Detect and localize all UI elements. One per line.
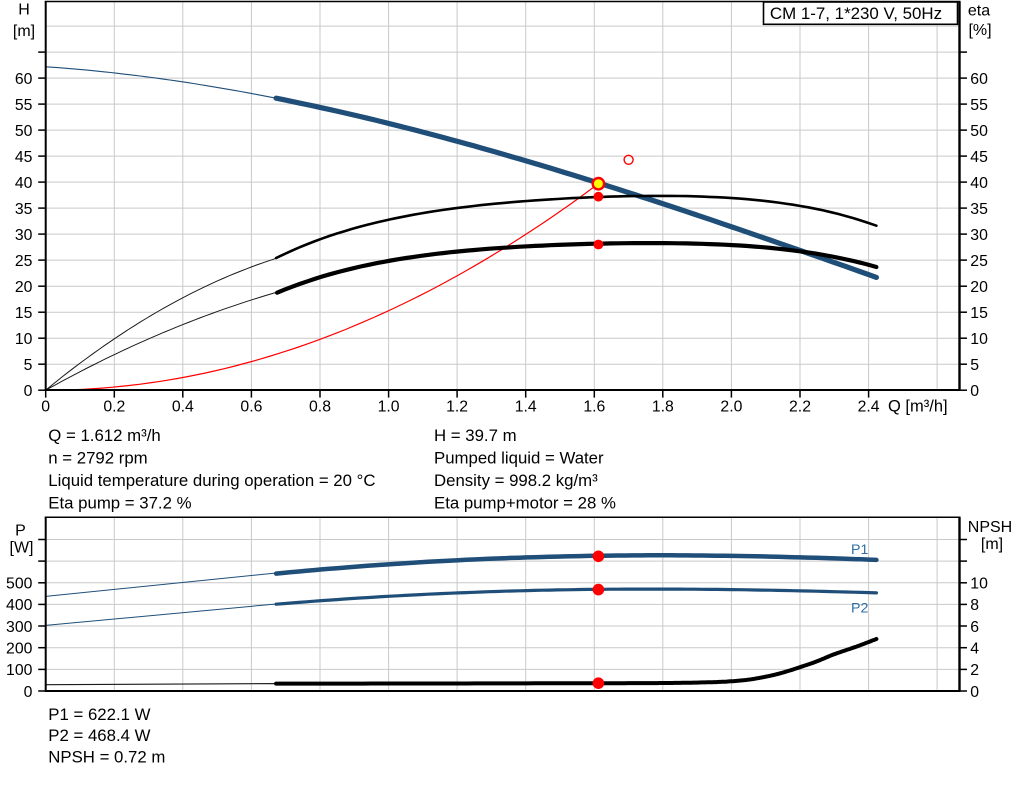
svg-text:2.2: 2.2 xyxy=(789,399,811,416)
svg-text:45: 45 xyxy=(15,149,33,166)
svg-text:1.6: 1.6 xyxy=(583,399,605,416)
svg-text:CM 1-7, 1*230 V, 50Hz: CM 1-7, 1*230 V, 50Hz xyxy=(770,4,942,23)
svg-text:0: 0 xyxy=(41,399,50,416)
svg-text:40: 40 xyxy=(970,175,988,192)
svg-text:[m]: [m] xyxy=(13,23,35,40)
svg-text:30: 30 xyxy=(15,227,33,244)
svg-text:2.4: 2.4 xyxy=(858,399,880,416)
svg-text:0.2: 0.2 xyxy=(103,399,125,416)
svg-text:H: H xyxy=(18,2,30,19)
svg-text:35: 35 xyxy=(15,201,33,218)
svg-text:[m]: [m] xyxy=(981,536,1003,553)
svg-text:P2: P2 xyxy=(851,601,868,617)
svg-text:10: 10 xyxy=(970,576,988,593)
svg-text:50: 50 xyxy=(970,123,988,140)
svg-text:[%]: [%] xyxy=(968,22,991,39)
svg-text:2.0: 2.0 xyxy=(720,399,742,416)
svg-text:55: 55 xyxy=(15,97,33,114)
svg-text:Q [m³/h]: Q [m³/h] xyxy=(888,398,948,416)
svg-text:0.8: 0.8 xyxy=(309,399,331,416)
svg-text:10: 10 xyxy=(970,331,988,348)
svg-text:0: 0 xyxy=(24,684,33,701)
svg-text:H = 39.7 m: H = 39.7 m xyxy=(434,426,517,445)
svg-text:0.6: 0.6 xyxy=(240,399,262,416)
svg-text:30: 30 xyxy=(970,227,988,244)
svg-text:Eta pump = 37.2 %: Eta pump = 37.2 % xyxy=(48,493,191,512)
svg-text:Liquid temperature during oper: Liquid temperature during operation = 20… xyxy=(48,471,375,490)
svg-text:P2 = 468.4 W: P2 = 468.4 W xyxy=(48,726,150,745)
svg-text:20: 20 xyxy=(970,279,988,296)
svg-text:eta: eta xyxy=(968,2,990,19)
svg-text:NPSH = 0.72 m: NPSH = 0.72 m xyxy=(48,747,165,766)
svg-text:4: 4 xyxy=(970,641,979,658)
svg-text:25: 25 xyxy=(15,253,33,270)
svg-text:P: P xyxy=(15,523,26,540)
svg-text:500: 500 xyxy=(6,576,33,593)
svg-text:1.4: 1.4 xyxy=(515,399,537,416)
svg-text:10: 10 xyxy=(15,331,33,348)
svg-text:60: 60 xyxy=(15,71,33,88)
svg-text:5: 5 xyxy=(24,357,33,374)
svg-text:Pumped liquid = Water: Pumped liquid = Water xyxy=(434,449,604,468)
svg-text:8: 8 xyxy=(970,597,979,614)
svg-text:Eta pump+motor = 28 %: Eta pump+motor = 28 % xyxy=(434,493,616,512)
svg-text:200: 200 xyxy=(6,641,33,658)
svg-text:15: 15 xyxy=(15,305,33,322)
svg-text:25: 25 xyxy=(970,253,988,270)
svg-text:P1 = 622.1 W: P1 = 622.1 W xyxy=(48,705,150,724)
svg-text:300: 300 xyxy=(6,619,33,636)
svg-text:0: 0 xyxy=(970,383,979,400)
svg-text:P1: P1 xyxy=(851,542,868,558)
svg-text:Density = 998.2 kg/m³: Density = 998.2 kg/m³ xyxy=(434,471,598,490)
svg-text:0: 0 xyxy=(970,684,979,701)
svg-text:0: 0 xyxy=(24,383,33,400)
svg-text:40: 40 xyxy=(15,175,33,192)
svg-text:5: 5 xyxy=(970,357,979,374)
svg-text:n = 2792 rpm: n = 2792 rpm xyxy=(48,449,147,468)
svg-text:2: 2 xyxy=(970,662,979,679)
svg-text:1.0: 1.0 xyxy=(378,399,400,416)
svg-text:NPSH: NPSH xyxy=(968,519,1012,536)
svg-text:1.8: 1.8 xyxy=(652,399,674,416)
svg-text:35: 35 xyxy=(970,201,988,218)
svg-text:Q = 1.612 m³/h: Q = 1.612 m³/h xyxy=(48,426,160,445)
svg-text:60: 60 xyxy=(970,71,988,88)
svg-text:50: 50 xyxy=(15,123,33,140)
svg-text:45: 45 xyxy=(970,149,988,166)
svg-text:100: 100 xyxy=(6,662,33,679)
svg-text:55: 55 xyxy=(970,97,988,114)
svg-text:400: 400 xyxy=(6,597,33,614)
svg-text:0.4: 0.4 xyxy=(172,399,194,416)
svg-text:15: 15 xyxy=(970,305,988,322)
svg-text:1.2: 1.2 xyxy=(446,399,468,416)
svg-text:6: 6 xyxy=(970,619,979,636)
svg-text:[W]: [W] xyxy=(10,539,34,556)
svg-text:20: 20 xyxy=(15,279,33,296)
